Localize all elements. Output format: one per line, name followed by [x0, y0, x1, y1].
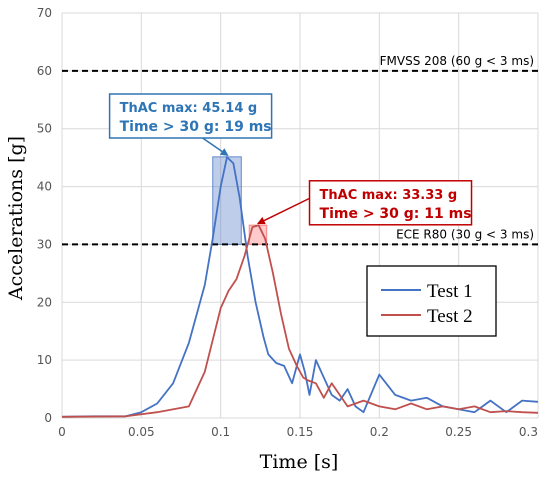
annotation-box: [308, 180, 473, 226]
x-tick-label: 0.15: [287, 425, 314, 439]
y-tick-label: 20: [37, 295, 52, 309]
annotation-time-over-30g: Time > 30 g: 19 ms: [120, 119, 272, 135]
tick-labels: 0 0.05 0.1 0.15 0.2 0.25 0.3 0 10 20 30 40 50 60 70: [37, 6, 538, 439]
y-tick-label: 0: [44, 411, 52, 425]
y-axis-title: Accelerations [g]: [5, 136, 27, 301]
y-tick-label: 40: [37, 180, 52, 194]
y-tick-label: 70: [37, 6, 52, 20]
legend-label-test-1: Test 1: [427, 281, 473, 302]
annotation-thac-max: ThAC max: 33.33 g: [320, 188, 458, 203]
reference-lines: FMVSS 208 (60 g < 3 ms) ECE R80 (30 g < 3…: [62, 54, 538, 246]
y-tick-label: 10: [37, 353, 52, 367]
x-tick-label: 0.1: [211, 425, 230, 439]
x-tick-label: 0.3: [519, 425, 538, 439]
x-tick-label: 0.2: [370, 425, 389, 439]
annotation-box: [108, 93, 273, 139]
legend: Test 1 Test 2: [366, 265, 497, 337]
legend-box: [366, 265, 497, 337]
y-tick-label: 30: [37, 237, 52, 251]
y-tick-label: 50: [37, 122, 52, 136]
x-axis-title: Time [s]: [260, 451, 339, 473]
series-lines: [61, 156, 539, 418]
x-tick-label: 0.25: [445, 425, 472, 439]
reference-label-1: FMVSS 208 (60 g < 3 ms): [380, 54, 534, 68]
y-tick-label: 60: [37, 64, 52, 78]
annotation-1: ThAC max: 45.14 g Time > 30 g: 19 ms: [108, 93, 273, 156]
highlight-region-1: [212, 156, 242, 245]
reference-label-2: ECE R80 (30 g < 3 ms): [396, 227, 534, 241]
x-tick-label: 0.05: [128, 425, 155, 439]
annotation-time-over-30g: Time > 30 g: 11 ms: [320, 206, 472, 222]
x-tick-label: 0: [58, 425, 66, 439]
legend-label-test-2: Test 2: [427, 306, 473, 327]
annotation-thac-max: ThAC max: 45.14 g: [120, 101, 258, 116]
annotation-2: ThAC max: 33.33 g Time > 30 g: 11 ms: [256, 180, 473, 226]
annotation-arrow: [202, 137, 229, 156]
series-line-test-2: [61, 224, 539, 418]
annotation-arrow: [256, 197, 310, 225]
